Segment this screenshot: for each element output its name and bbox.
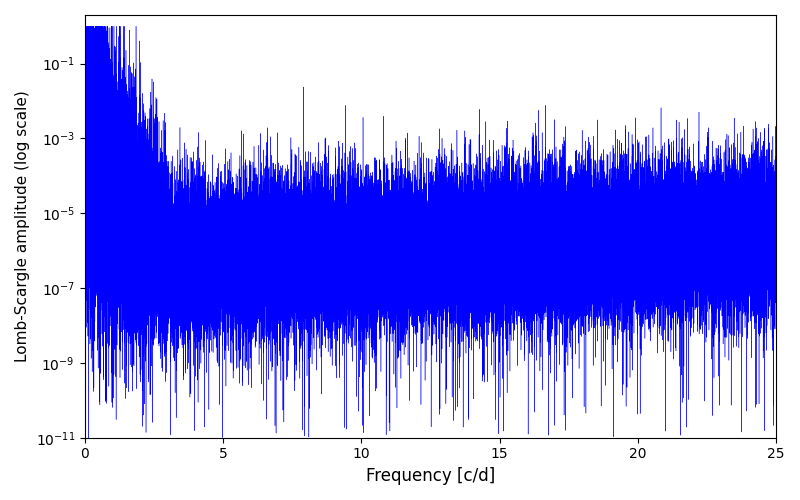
X-axis label: Frequency [c/d]: Frequency [c/d] <box>366 467 495 485</box>
Y-axis label: Lomb-Scargle amplitude (log scale): Lomb-Scargle amplitude (log scale) <box>15 90 30 362</box>
